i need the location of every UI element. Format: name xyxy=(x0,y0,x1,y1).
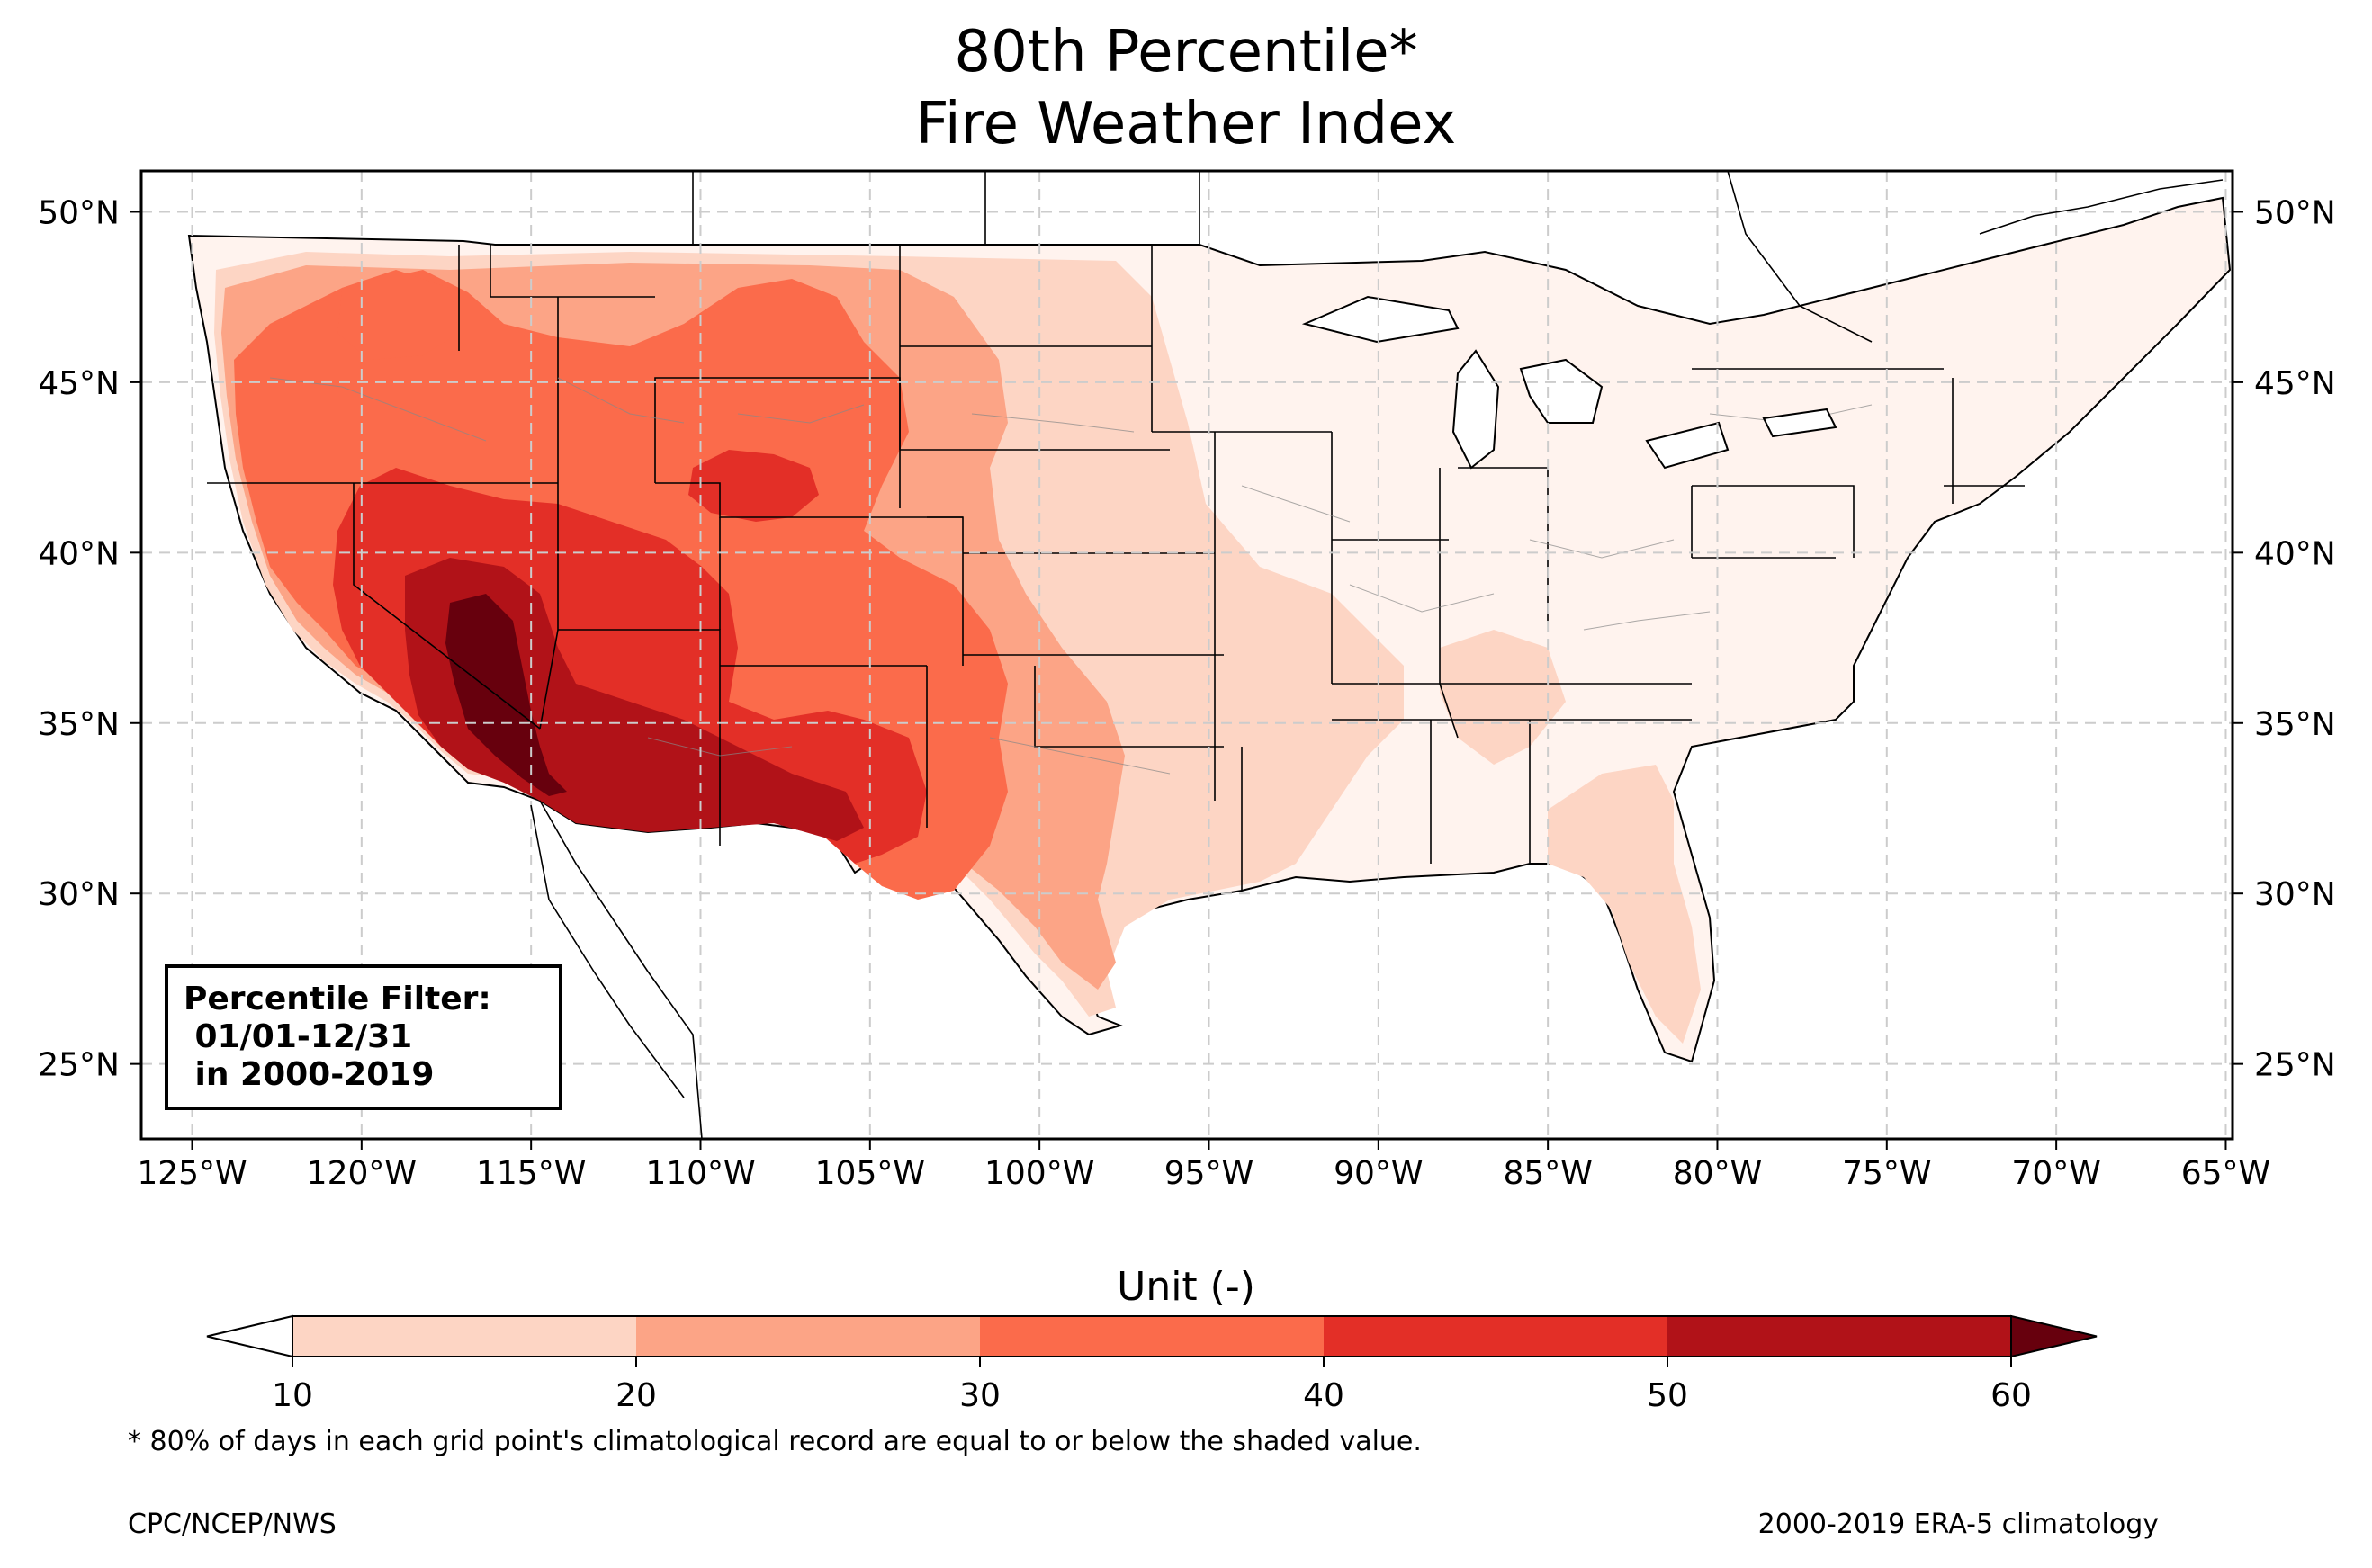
tick-label-lon: 105°W xyxy=(815,1155,925,1192)
tick-label-lon: 90°W xyxy=(1334,1155,1423,1192)
fwi-band-10-southeast xyxy=(1548,765,1701,1044)
tick-label-lon: 120°W xyxy=(307,1155,417,1192)
colorbar-tick-label: 20 xyxy=(615,1377,657,1414)
tick-label-lon: 95°W xyxy=(1164,1155,1253,1192)
colorbar-under-arrow xyxy=(206,1314,293,1358)
colorbar-segment xyxy=(980,1316,1325,1357)
fwi-band-30-nw xyxy=(337,270,459,360)
map-title-line2: Fire Weather Index xyxy=(915,91,1457,157)
tick-label-lon: 75°W xyxy=(1842,1155,1931,1192)
filter-line1: Percentile Filter: xyxy=(184,981,491,1017)
filter-line3: in 2000-2019 xyxy=(184,1056,435,1093)
colorbar-over-arrow xyxy=(2010,1314,2098,1358)
colorbar: 10 20 30 40 50 60 xyxy=(206,1314,2098,1414)
great-lakes xyxy=(1301,295,1837,470)
tick-label-lat-right: 40°N xyxy=(2254,535,2336,572)
state-borders xyxy=(207,245,2025,891)
colorbar-tick-label: 10 xyxy=(272,1377,313,1414)
colorbar-tick-label: 30 xyxy=(959,1377,1001,1414)
colorbar-segment xyxy=(1667,1316,2012,1357)
colorbar-segment xyxy=(636,1316,981,1357)
neighbor-outlines xyxy=(530,171,2224,1139)
colorbar-tick-label: 60 xyxy=(1990,1377,2032,1414)
colorbar-tick-label: 40 xyxy=(1303,1377,1344,1414)
tick-label-lon: 70°W xyxy=(2011,1155,2100,1192)
tick-label-lon: 125°W xyxy=(137,1155,247,1192)
map-frame xyxy=(139,169,2234,1141)
tick-label-lat-right: 35°N xyxy=(2254,706,2336,743)
map-title-line1: 80th Percentile* xyxy=(954,19,1418,85)
tick-label-lat-left: 25°N xyxy=(38,1047,120,1084)
tick-label-lat-right: 25°N xyxy=(2254,1047,2336,1084)
fwi-band-60 xyxy=(445,594,567,796)
credit-left: CPC/NCEP/NWS xyxy=(128,1509,337,1540)
colorbar-title: Unit (-) xyxy=(1117,1264,1255,1310)
tick-label-lat-left: 50°N xyxy=(38,194,120,231)
colorbar-segment xyxy=(292,1316,637,1357)
tick-label-lon: 110°W xyxy=(645,1155,755,1192)
map-body xyxy=(141,171,2233,1139)
footnote: * 80% of days in each grid point's clima… xyxy=(128,1426,1422,1457)
tick-label-lon: 115°W xyxy=(476,1155,586,1192)
tick-label-lon: 100°W xyxy=(984,1155,1094,1192)
axis-ticks: 125°W 120°W 115°W 110°W 105°W 100°W 95°W 90°W 85… xyxy=(38,194,2336,1192)
filter-line2: 01/01-12/31 xyxy=(184,1018,413,1055)
tick-label-lat-right: 30°N xyxy=(2254,876,2336,913)
credit-right: 2000-2019 ERA-5 climatology xyxy=(1757,1509,2159,1540)
tick-label-lat-left: 40°N xyxy=(38,535,120,572)
colorbar-tick-label: 50 xyxy=(1647,1377,1688,1414)
tick-label-lat-right: 50°N xyxy=(2254,194,2336,231)
tick-label-lon: 65°W xyxy=(2181,1155,2270,1192)
percentile-filter-box: Percentile Filter: 01/01-12/31 in 2000-2… xyxy=(165,964,562,1110)
tick-label-lon: 85°W xyxy=(1503,1155,1592,1192)
fwi-band-10-east xyxy=(1440,630,1566,765)
tick-label-lat-right: 45°N xyxy=(2254,365,2336,402)
colorbar-segment xyxy=(1324,1316,1668,1357)
tick-label-lon: 80°W xyxy=(1673,1155,1762,1192)
tick-label-lat-left: 45°N xyxy=(38,365,120,402)
colorbar-outline xyxy=(292,1315,2012,1357)
tick-label-lat-left: 30°N xyxy=(38,876,120,913)
fwi-band-40-wy xyxy=(688,450,819,522)
tick-label-lat-left: 35°N xyxy=(38,706,120,743)
